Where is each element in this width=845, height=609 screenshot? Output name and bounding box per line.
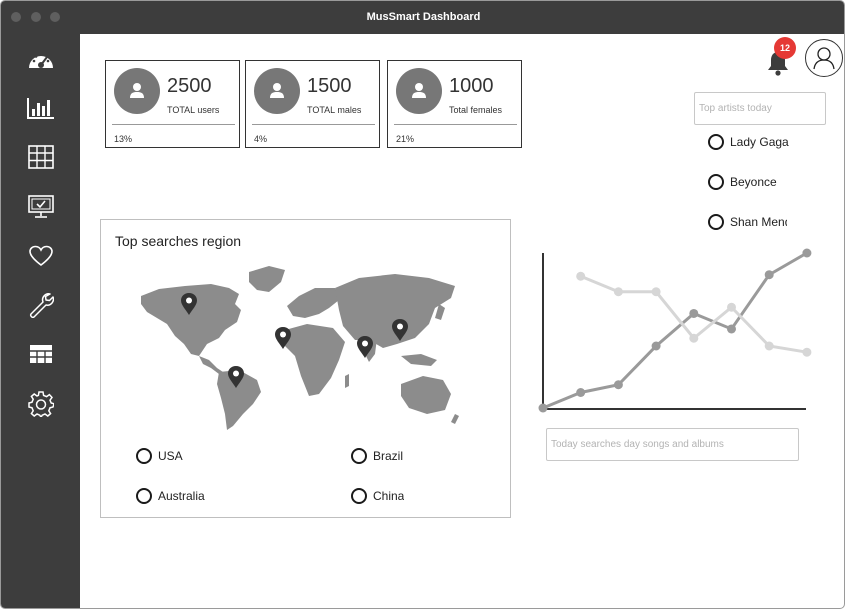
data-point [538,403,548,413]
stat-card-total-males: 1500 TOTAL males 4% [245,60,380,148]
divider [112,124,235,125]
stat-card-total-users: 2500 TOTAL users 13% [105,60,240,148]
maximize-window-dot[interactable] [50,12,60,22]
stat-label: Total females [449,105,503,115]
region-option-australia[interactable]: Australia [136,488,205,504]
stat-percent: 13% [114,134,133,144]
notification-badge[interactable]: 12 [774,37,796,59]
title-bar: MusSmart Dashboard [1,1,844,34]
today-searches-input[interactable] [546,428,799,461]
user-icon [114,68,160,114]
radio-circle[interactable] [351,448,367,464]
radio-circle[interactable] [708,174,724,190]
profile-button[interactable] [805,39,843,77]
divider [394,124,517,125]
bar-chart-icon [27,98,54,119]
map-pin-icon [181,293,197,315]
artist-label: Beyonce [730,175,777,189]
top-artists-input[interactable] [694,92,826,125]
radio-circle[interactable] [708,134,724,150]
data-point [576,271,586,281]
monitor-check-icon [28,195,54,218]
region-option-china[interactable]: China [351,488,404,504]
radio-circle[interactable] [136,488,152,504]
sidebar-item-data[interactable] [25,338,57,370]
wrench-icon [29,293,54,318]
sidebar-item-favorites[interactable] [25,240,57,272]
stat-value: 2500 [167,75,212,97]
sidebar-item-settings[interactable] [25,388,57,420]
data-point [689,333,699,343]
map-pin-icon [275,327,291,349]
data-point [576,388,586,397]
stat-percent: 21% [396,134,415,144]
user-avatar-icon [813,47,835,70]
world-map [141,266,459,430]
map-pin-icon [357,336,373,358]
data-point [651,287,661,297]
region-label: China [373,489,405,503]
top-searches-map-panel: Top searches region [100,219,511,518]
artist-label: Lady Gaga [730,135,789,149]
radio-circle[interactable] [351,488,367,504]
stat-percent: 4% [254,134,268,144]
gear-icon [28,391,54,417]
map-pin-icon [392,319,408,341]
stat-label: TOTAL users [167,105,220,115]
stat-label: TOTAL males [307,105,362,115]
artist-label: Shan Mend [730,215,787,229]
close-window-dot[interactable] [11,12,21,22]
data-point [727,324,736,334]
sidebar-item-monitor[interactable] [25,191,57,223]
artist-option-lady-gaga[interactable]: Lady Gaga [708,134,789,150]
dashboard-gauge-icon [29,53,53,68]
data-table-icon [30,345,52,363]
sidebar-item-tools[interactable] [25,289,57,321]
artist-option-beyonce[interactable]: Beyonce [708,174,777,190]
radio-circle[interactable] [136,448,152,464]
data-point [727,302,736,312]
region-label: Australia [158,489,205,503]
sidebar-item-analytics[interactable] [25,92,57,124]
map-title: Top searches region [115,233,242,249]
artist-option-shan-mend[interactable]: Shan Mend [708,214,787,230]
sidebar-item-tables[interactable] [25,141,57,173]
user-icon [396,68,442,114]
region-label: USA [158,449,183,463]
table-grid-icon [28,145,54,169]
region-option-brazil[interactable]: Brazil [351,448,403,464]
region-option-usa[interactable]: USA [136,448,183,464]
user-icon [254,68,300,114]
data-point [613,380,623,390]
searches-line-chart [538,248,812,413]
data-point [689,308,699,318]
heart-icon [29,245,53,267]
map-pin-icon [228,366,244,388]
data-point [651,341,661,351]
stat-value: 1000 [449,75,494,97]
data-point [613,287,623,297]
sidebar-item-dashboard[interactable] [25,44,57,76]
minimize-window-dot[interactable] [31,12,41,22]
stat-card-total-females: 1000 Total females 21% [387,60,522,148]
data-point [802,347,812,357]
radio-circle[interactable] [708,214,724,230]
data-point [802,248,812,258]
data-point [764,341,774,351]
series-line [542,251,808,410]
sidebar [1,34,80,608]
data-point [764,270,774,280]
region-label: Brazil [373,449,404,463]
stat-value: 1500 [307,75,352,97]
divider [252,124,375,125]
window-title: MusSmart Dashboard [366,11,481,23]
